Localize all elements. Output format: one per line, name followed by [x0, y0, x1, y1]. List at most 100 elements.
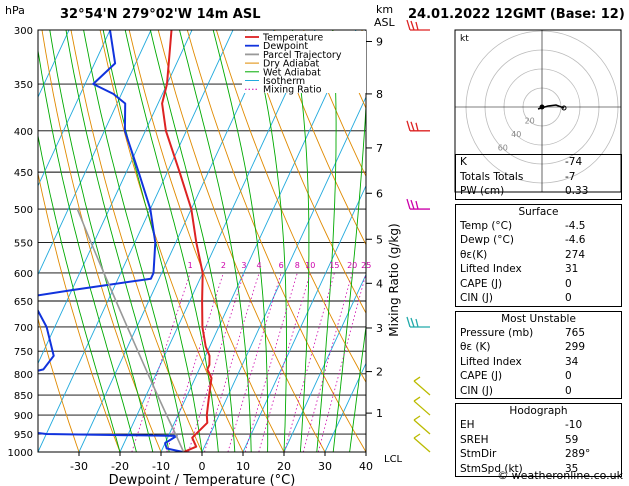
y-tick-label: 750: [14, 347, 33, 358]
panel-row-label: K: [460, 156, 467, 168]
x-tick-label: 10: [236, 460, 250, 473]
legend-entry: Isotherm: [263, 76, 305, 87]
mixing-ratio-value: 2: [221, 261, 226, 270]
y-tick-label: 400: [14, 127, 33, 138]
x-tick-label: -10: [152, 460, 170, 473]
panel-row-value: 31: [565, 263, 579, 275]
km-tick-label: 3: [376, 322, 383, 335]
mixing-ratio-value: 25: [361, 261, 371, 270]
series-dewpoint: [38, 30, 184, 452]
legend-entry: Dewpoint: [263, 41, 308, 52]
x-axis-label: Dewpoint / Temperature (°C): [109, 473, 296, 486]
y-tick-label: 800: [14, 370, 33, 381]
barb-flag: [413, 433, 421, 439]
legend-entry: Wet Adiabat: [263, 67, 321, 78]
lcl-label: LCL: [384, 454, 403, 465]
dry-adiabat: [303, 30, 366, 178]
panel-row-label: Dewp (°C): [460, 234, 514, 246]
panel-row-value: 0: [565, 370, 572, 382]
mixing-ratio-line: [244, 272, 298, 452]
barb-flag: [413, 415, 421, 421]
legend-entry: Dry Adiabat: [263, 59, 320, 70]
barb-shaft: [413, 437, 431, 453]
barb-flag: [406, 316, 411, 328]
panel-row-value: -4.6: [565, 234, 586, 246]
mixing-ratio-line: [131, 272, 191, 452]
km-tick-label: 8: [376, 88, 383, 101]
dry-adiabat: [38, 316, 80, 452]
wet-adiabat: [49, 30, 154, 452]
panel-row-label: PW (cm): [460, 185, 505, 197]
sounding-series: [38, 30, 213, 452]
mixing-ratio-value: 4: [257, 261, 262, 270]
panel-row: CAPE (J) 0: [456, 369, 621, 384]
y-tick-label: 500: [14, 205, 33, 216]
panel-row: θε (K) 299: [456, 340, 621, 355]
barb-flag: [415, 122, 419, 131]
panel-row-value: 0: [565, 292, 572, 304]
km-tick-label: 6: [376, 187, 383, 200]
mixing-ratio-line: [284, 272, 335, 452]
dry-adiabat: [186, 30, 366, 452]
panel-row-label: CAPE (J): [460, 370, 503, 382]
barb-shaft: [413, 380, 431, 396]
mixing-ratio-value: 6: [279, 261, 284, 270]
credit-text: © weatheronline.co.uk: [497, 469, 623, 482]
mixing-ratio-line: [317, 272, 366, 452]
panel-row: StmSpd (kt) 35: [456, 462, 621, 477]
km-tick-label: 9: [376, 35, 383, 48]
panel-row-label: Temp (°C): [460, 219, 513, 232]
panel-row: CIN (J) 0: [456, 384, 621, 399]
barb-flag: [406, 120, 411, 132]
mixing-ratio-value: 1: [188, 261, 193, 270]
datetime-title: 24.01.2022 12GMT (Base: 12): [408, 7, 625, 22]
barb-flag: [413, 376, 421, 382]
panel-row-value: 34: [565, 355, 579, 368]
panel-row-label: StmSpd (kt): [460, 462, 523, 475]
mixing-ratio-value: 8: [295, 261, 300, 270]
wet-adiabat: [212, 30, 269, 452]
mixing-ratio-line: [303, 272, 353, 452]
panel-row: CAPE (J) 0: [456, 277, 621, 292]
km-unit: km: [376, 3, 393, 16]
series-temperature: [161, 30, 213, 452]
panel-row-value: 35: [565, 462, 579, 475]
x-tick-label: 30: [318, 460, 332, 473]
panel-row-value: 299: [565, 341, 586, 353]
barb-flag: [410, 317, 415, 328]
panel-row: Pressure (mb) 765: [456, 326, 621, 341]
isotherm-line: [324, 362, 366, 452]
surface-title: Surface: [518, 205, 559, 218]
panel-row-label: SREH: [460, 433, 489, 446]
barb-flag: [413, 396, 421, 402]
hodograph-table-title: Hodograph: [509, 405, 568, 417]
mixing-ratio-line: [166, 272, 224, 452]
hodograph-storm-marker: [539, 104, 545, 110]
panel-row-label: CAPE (J): [460, 277, 503, 290]
barb-shaft: [413, 419, 431, 435]
y-tick-label: 450: [14, 168, 33, 179]
mixing-ratio-line: [204, 272, 260, 452]
panel-row-value: 0.33: [565, 185, 589, 197]
barb-flag: [415, 200, 419, 210]
panel-row-value: 274: [565, 248, 586, 261]
panel-row: PW (cm) 0.33: [456, 184, 621, 199]
y-tick-label: 350: [14, 80, 33, 91]
wet-adiabat: [83, 30, 187, 452]
wet-adiabat: [38, 133, 121, 452]
km-tick-label: 4: [376, 277, 383, 290]
y-tick-label: 700: [14, 323, 33, 334]
dry-adiabat: [215, 30, 366, 384]
mixing-ratio-line: [258, 272, 311, 452]
panel-row-value: 0: [565, 277, 572, 290]
panel-row: Totals Totals -7: [456, 170, 621, 185]
panel-row-label: Lifted Index: [460, 263, 522, 275]
series-parcel-trajectory: [76, 208, 185, 452]
y-tick-label: 650: [14, 297, 33, 308]
panel-row-label: StmDir: [460, 448, 497, 460]
panel-row: Lifted Index 31: [456, 262, 621, 277]
hodograph-ring-label: 20: [525, 116, 535, 125]
x-tick-label: -30: [70, 460, 88, 473]
panel-row-label: CIN (J): [460, 292, 493, 304]
